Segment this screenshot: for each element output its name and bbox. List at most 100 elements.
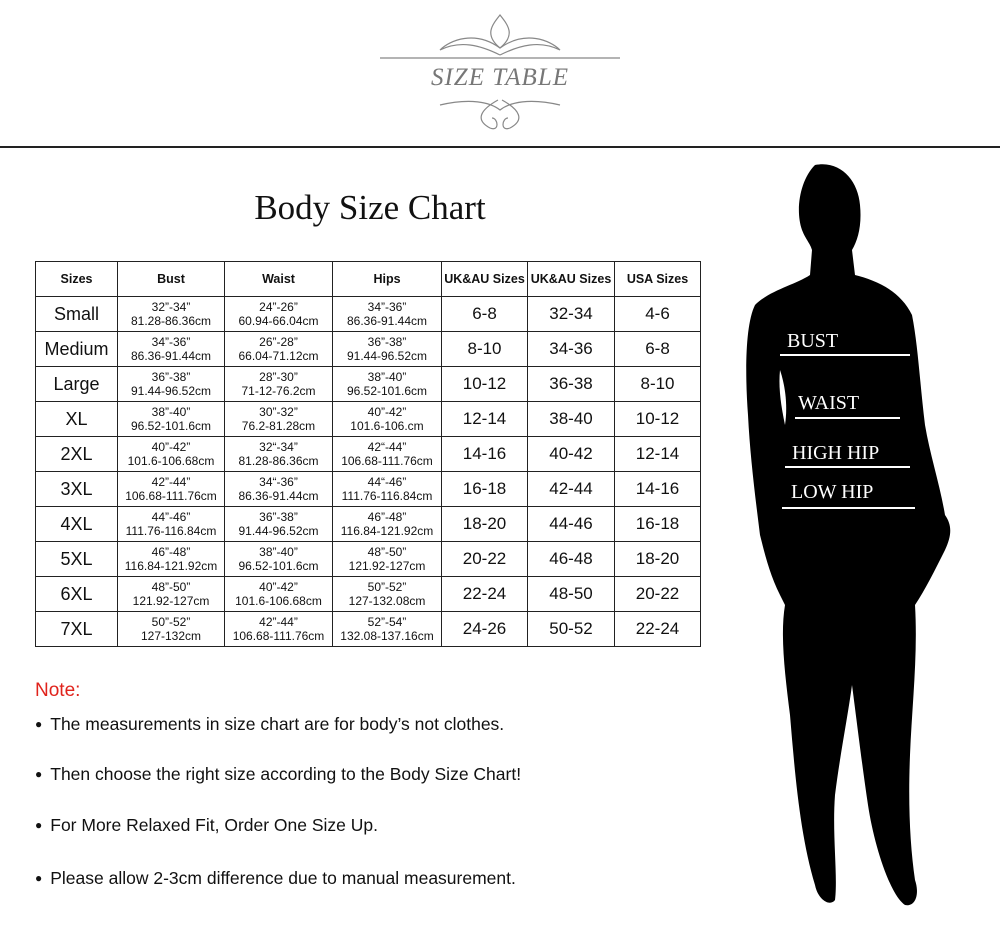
- note-text: Please allow 2-3cm difference due to man…: [50, 868, 516, 888]
- table-row: Large 36”-38” 91.44-96.52cm 28”-30” 71-12-76…: [35, 366, 701, 402]
- cell-hips: 34”-36” 86.36-91.44cm: [332, 296, 442, 332]
- waist-inches: 40”-42”: [259, 580, 298, 594]
- ukau-size-2: 32-34: [549, 304, 593, 323]
- cell-size: 5XL: [35, 541, 118, 577]
- cell-waist: 32“-34” 81.28-86.36cm: [224, 436, 333, 472]
- cell-ukau-size-2: 50-52: [527, 611, 615, 647]
- cell-size: Medium: [35, 331, 118, 367]
- usa-size: 20-22: [635, 584, 680, 603]
- bust-cm: 127-132cm: [140, 629, 202, 643]
- cell-ukau-size: 18-20: [441, 506, 528, 542]
- bullet-icon: ●: [35, 717, 43, 731]
- hips-inches: 46”-48”: [367, 510, 407, 524]
- hips-inches: 34”-36”: [367, 300, 407, 314]
- bust-cm: 121.92-127cm: [132, 594, 210, 608]
- size-table: Sizes Bust Waist Hips UK&AU Sizes UK&AU …: [35, 261, 701, 647]
- usa-size: 16-18: [635, 514, 680, 533]
- hips-cm: 96.52-101.6cm: [346, 384, 428, 398]
- waist-line: [795, 417, 900, 419]
- bust-cm: 111.76-116.84cm: [125, 524, 217, 538]
- cell-hips: 52”-54” 132.08-137.16cm: [332, 611, 442, 647]
- cell-waist: 26”-28” 66.04-71.12cm: [224, 331, 333, 367]
- cell-ukau-size: 24-26: [441, 611, 528, 647]
- waist-cm: 96.52-101.6cm: [238, 559, 319, 573]
- bust-inches: 44”-46”: [151, 510, 191, 524]
- cell-waist: 36”-38” 91.44-96.52cm: [224, 506, 333, 542]
- hips-cm: 111.76-116.84cm: [341, 489, 433, 503]
- waist-inches: 28”-30”: [259, 370, 298, 384]
- note-item: ● For More Relaxed Fit, Order One Size Up…: [35, 815, 378, 836]
- bust-cm: 81.28-86.36cm: [130, 314, 212, 328]
- cell-bust: 50”-52” 127-132cm: [117, 611, 225, 647]
- table-row: XL 38”-40” 96.52-101.6cm 30”-32” 76.2-81.28c…: [35, 401, 701, 437]
- table-row: 2XL 40”-42” 101.6-106.68cm 32“-34” 81.28-86.…: [35, 436, 701, 472]
- cell-ukau-size: 14-16: [441, 436, 528, 472]
- table-row: 6XL 48”-50” 121.92-127cm 40”-42” 101.6-106.6…: [35, 576, 701, 612]
- hips-inches: 50”-52”: [367, 580, 407, 594]
- cell-ukau-size: 12-14: [441, 401, 528, 437]
- cell-ukau-size-2: 42-44: [527, 471, 615, 507]
- cell-usa-size: 4-6: [614, 296, 701, 332]
- waist-inches: 32“-34”: [259, 440, 298, 454]
- label-bust: BUST: [787, 330, 839, 352]
- hips-cm: 127-132.08cm: [348, 594, 426, 608]
- waist-cm: 81.28-86.36cm: [238, 454, 319, 468]
- cell-ukau-size: 20-22: [441, 541, 528, 577]
- cell-ukau-size-2: 48-50: [527, 576, 615, 612]
- note-label: Note:: [35, 680, 81, 701]
- cell-bust: 40”-42” 101.6-106.68cm: [117, 436, 225, 472]
- cell-waist: 42”-44” 106.68-111.76cm: [224, 611, 333, 647]
- cell-ukau-size-2: 32-34: [527, 296, 615, 332]
- note-item: ● The measurements in size chart are for …: [35, 714, 504, 735]
- ukau-size: 14-16: [462, 444, 507, 463]
- waist-inches: 24”-26”: [259, 300, 298, 314]
- cell-ukau-size: 10-12: [441, 366, 528, 402]
- hips-inches: 40”-42”: [367, 405, 407, 419]
- waist-inches: 30”-32”: [259, 405, 298, 419]
- bullet-icon: ●: [35, 767, 43, 781]
- cell-size: XL: [35, 401, 118, 437]
- cell-ukau-size-2: 46-48: [527, 541, 615, 577]
- usa-size: 12-14: [635, 444, 680, 463]
- cell-ukau-size: 22-24: [441, 576, 528, 612]
- table-row: 5XL 46”-48” 116.84-121.92cm 38”-40” 96.52-10…: [35, 541, 701, 577]
- cell-usa-size: 18-20: [614, 541, 701, 577]
- label-low-hip: LOW HIP: [791, 481, 874, 503]
- waist-inches: 42”-44”: [259, 615, 298, 629]
- cell-bust: 42”-44” 106.68-111.76cm: [117, 471, 225, 507]
- usa-size: 6-8: [645, 339, 670, 358]
- bust-inches: 42”-44”: [151, 475, 191, 489]
- waist-inches: 36”-38”: [259, 510, 298, 524]
- bullet-icon: ●: [35, 818, 43, 832]
- banner-title: SIZE TABLE: [430, 64, 569, 91]
- cell-waist: 38”-40” 96.52-101.6cm: [224, 541, 333, 577]
- bust-inches: 50”-52”: [151, 615, 191, 629]
- cell-bust: 38”-40” 96.52-101.6cm: [117, 401, 225, 437]
- table-row: Medium 34”-36” 86.36-91.44cm 26”-28” 66.04-7…: [35, 331, 701, 367]
- bust-inches: 32”-34”: [151, 300, 191, 314]
- ukau-size-2: 40-42: [549, 444, 593, 463]
- ukau-size-2: 46-48: [549, 549, 593, 568]
- table-row: 7XL 50”-52” 127-132cm 42”-44” 106.68-111.76c…: [35, 611, 701, 647]
- bust-cm: 91.44-96.52cm: [130, 384, 212, 398]
- waist-cm: 86.36-91.44cm: [238, 489, 319, 503]
- silhouette-icon: [746, 164, 951, 906]
- cell-ukau-size: 6-8: [441, 296, 528, 332]
- waist-cm: 60.94-66.04cm: [238, 314, 319, 328]
- ukau-size: 12-14: [462, 409, 507, 428]
- waist-inches: 34“-36”: [259, 475, 298, 489]
- cell-bust: 48”-50” 121.92-127cm: [117, 576, 225, 612]
- bust-inches: 40”-42”: [151, 440, 191, 454]
- bust-line: [780, 354, 910, 356]
- bullet-icon: ●: [35, 871, 43, 885]
- note-item: ● Then choose the right size according to…: [35, 764, 521, 785]
- waist-cm: 106.68-111.76cm: [232, 629, 325, 643]
- cell-usa-size: 8-10: [614, 366, 701, 402]
- table-row: 3XL 42”-44” 106.68-111.76cm 34“-36” 86.36-91…: [35, 471, 701, 507]
- ukau-size: 20-22: [462, 549, 507, 568]
- hips-cm: 86.36-91.44cm: [346, 314, 428, 328]
- body-silhouette: BUST WAIST HIGH HIP LOW HIP: [740, 155, 970, 915]
- ukau-size: 22-24: [462, 584, 507, 603]
- header-ukau-sizes-2: UK&AU Sizes: [527, 261, 615, 297]
- table-row: 4XL 44”-46” 111.76-116.84cm 36”-38” 91.44-96…: [35, 506, 701, 542]
